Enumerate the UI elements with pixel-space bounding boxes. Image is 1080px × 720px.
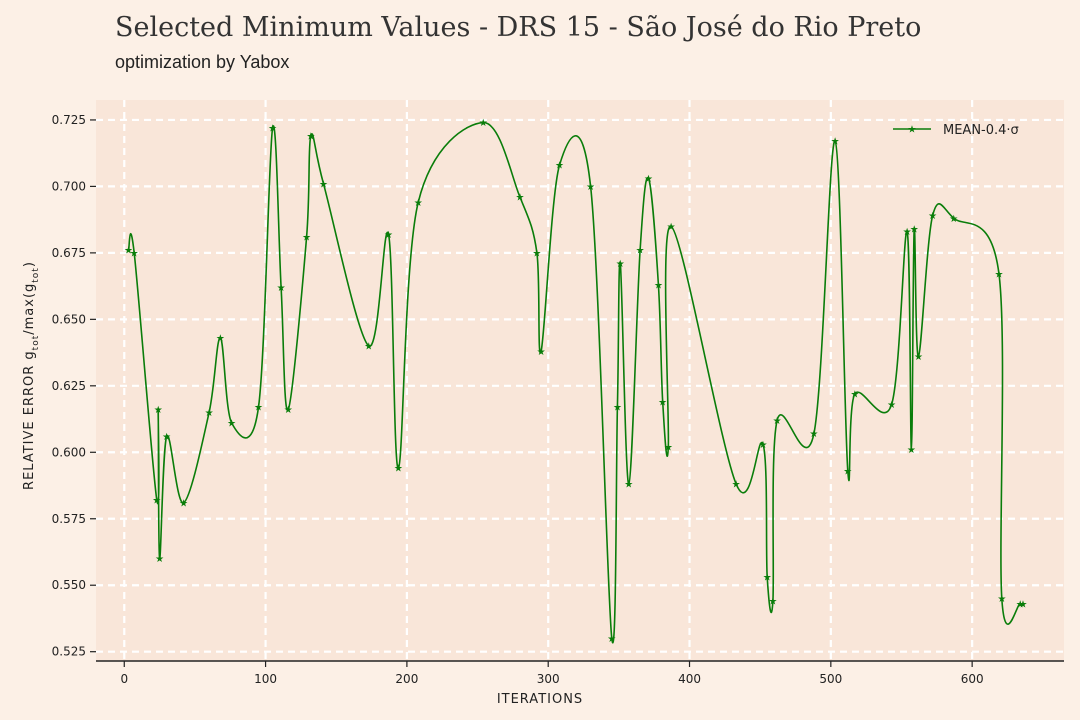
data-point-marker: ★ xyxy=(658,397,667,408)
x-tick-label: 300 xyxy=(537,672,560,686)
data-point-marker: ★ xyxy=(928,211,937,222)
y-tick-label: 0.550 xyxy=(52,578,86,592)
data-point-marker: ★ xyxy=(586,182,595,193)
data-point-marker: ★ xyxy=(364,341,373,352)
data-point-marker: ★ xyxy=(831,137,840,148)
data-point-marker: ★ xyxy=(624,480,633,491)
data-point-marker: ★ xyxy=(997,594,1006,605)
data-point-marker: ★ xyxy=(809,429,818,440)
data-point-marker: ★ xyxy=(664,442,673,453)
axis-ticks: 0 100 200 300 400 500 600 0.525 0.550 0.575 0.600 0… xyxy=(52,113,984,686)
y-tick-label: 0.700 xyxy=(52,179,86,193)
x-tick-label: 400 xyxy=(678,672,701,686)
series-markers: ★★★★★★★★★★★★★★★★★★★★★★★★★★★★★★★★★★★★★★★★… xyxy=(124,118,1028,645)
y-tick-label: 0.625 xyxy=(52,379,86,393)
y-tick-label: 0.650 xyxy=(52,312,86,326)
series-line xyxy=(127,121,1024,644)
chart-title: Selected Minimum Values - DRS 15 - São J… xyxy=(115,12,922,43)
data-point-marker: ★ xyxy=(995,270,1004,281)
x-tick-label: 600 xyxy=(961,672,984,686)
data-point-marker: ★ xyxy=(768,597,777,608)
legend-marker-swatch: ★ xyxy=(908,125,917,136)
x-tick-label: 0 xyxy=(120,672,128,686)
data-point-marker: ★ xyxy=(479,118,488,129)
data-point-marker: ★ xyxy=(850,389,859,400)
data-point-marker: ★ xyxy=(152,496,161,507)
data-point-marker: ★ xyxy=(887,400,896,411)
data-point-marker: ★ xyxy=(384,230,393,241)
data-point-marker: ★ xyxy=(1019,599,1028,610)
data-point-marker: ★ xyxy=(227,419,236,430)
y-tick-label: 0.675 xyxy=(52,246,86,260)
data-point-marker: ★ xyxy=(216,333,225,344)
data-point-marker: ★ xyxy=(763,573,772,584)
data-point-marker: ★ xyxy=(319,179,328,190)
data-point-marker: ★ xyxy=(949,214,958,225)
data-point-marker: ★ xyxy=(155,554,164,565)
y-tick-label: 0.525 xyxy=(52,645,86,659)
data-point-marker: ★ xyxy=(613,403,622,414)
data-point-marker: ★ xyxy=(654,280,663,291)
y-tick-label: 0.600 xyxy=(52,445,86,459)
data-point-marker: ★ xyxy=(532,248,541,259)
data-point-marker: ★ xyxy=(607,634,616,645)
data-point-marker: ★ xyxy=(910,224,919,235)
plot-area xyxy=(96,100,1064,661)
data-point-marker: ★ xyxy=(414,198,423,209)
legend-label: MEAN-0.4·σ xyxy=(943,123,1019,138)
data-point-marker: ★ xyxy=(636,246,645,257)
legend: ★ MEAN-0.4·σ xyxy=(893,123,1019,138)
data-point-marker: ★ xyxy=(394,464,403,475)
x-axis-label: ITERATIONS xyxy=(497,692,583,707)
data-point-marker: ★ xyxy=(277,283,286,294)
data-point-marker: ★ xyxy=(1016,599,1025,610)
chart-subtitle: optimization by Yabox xyxy=(115,52,290,72)
data-point-marker: ★ xyxy=(130,248,139,259)
data-point-marker: ★ xyxy=(732,480,741,491)
data-point-marker: ★ xyxy=(903,227,912,238)
data-point-marker: ★ xyxy=(843,466,852,477)
y-tick-label: 0.725 xyxy=(52,113,86,127)
data-point-marker: ★ xyxy=(302,232,311,243)
data-point-marker: ★ xyxy=(162,432,171,443)
data-point-marker: ★ xyxy=(154,405,163,416)
x-tick-label: 200 xyxy=(395,672,418,686)
data-point-marker: ★ xyxy=(537,347,546,358)
x-tick-label: 500 xyxy=(819,672,842,686)
y-tick-label: 0.575 xyxy=(52,512,86,526)
x-tick-label: 100 xyxy=(254,672,277,686)
data-point-marker: ★ xyxy=(773,416,782,427)
data-point-marker: ★ xyxy=(667,222,676,233)
data-point-marker: ★ xyxy=(268,123,277,134)
data-point-marker: ★ xyxy=(179,498,188,509)
data-point-marker: ★ xyxy=(907,445,916,456)
data-point-marker: ★ xyxy=(284,405,293,416)
grid-lines xyxy=(96,100,1064,661)
data-point-marker: ★ xyxy=(254,403,263,414)
data-point-marker: ★ xyxy=(616,259,625,270)
data-point-marker: ★ xyxy=(914,352,923,363)
data-point-marker: ★ xyxy=(124,246,133,257)
data-point-marker: ★ xyxy=(515,193,524,204)
data-point-marker: ★ xyxy=(555,161,564,172)
data-point-marker: ★ xyxy=(759,440,768,451)
data-point-marker: ★ xyxy=(644,174,653,185)
y-axis-label: RELATIVE ERROR gtot/max(gtot) xyxy=(22,261,41,490)
data-point-marker: ★ xyxy=(306,131,315,142)
data-point-marker: ★ xyxy=(205,408,214,419)
